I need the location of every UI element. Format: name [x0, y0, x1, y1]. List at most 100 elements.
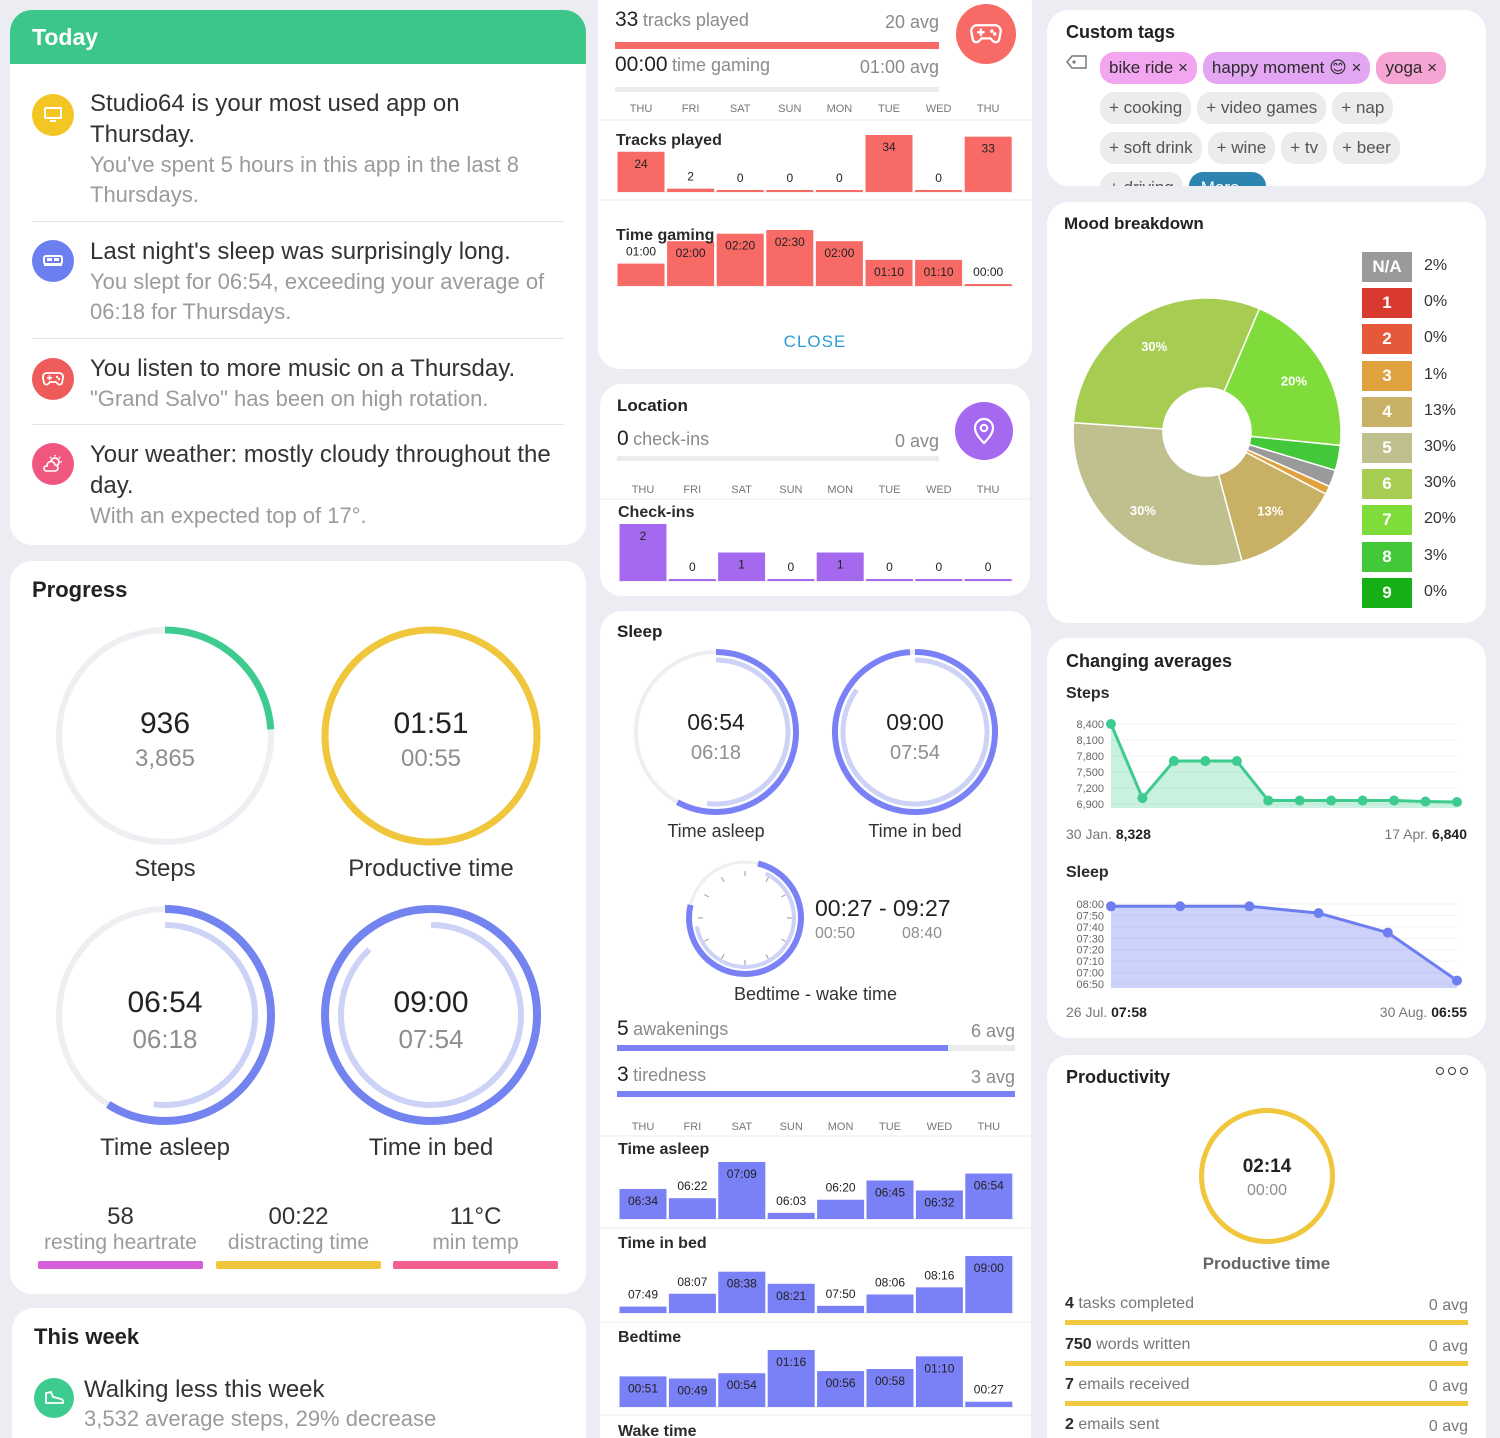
legend-pct: 0% [1424, 293, 1448, 311]
day-label: TUE [879, 1121, 901, 1133]
bar [965, 1401, 1013, 1407]
tag-chip-active[interactable]: bike ride × [1100, 52, 1197, 84]
clock-tick [721, 954, 725, 959]
gamepad-button[interactable] [956, 4, 1016, 64]
legend-swatch: 2 [1362, 324, 1412, 355]
bar-value: 2 [640, 529, 647, 543]
stat-heartrate[interactable]: 58 resting heartrate [38, 1203, 203, 1269]
legend-pct: 30% [1424, 474, 1457, 492]
tag-chip[interactable]: + soft drink [1100, 132, 1202, 164]
ring-value: 09:00 [886, 709, 944, 735]
bar [817, 1371, 865, 1407]
awakenings-num: 5 [617, 1017, 629, 1040]
tag-chip[interactable]: + wine [1207, 132, 1276, 164]
tag-chip[interactable]: + tv [1281, 132, 1328, 164]
data-point [1294, 795, 1305, 806]
stat-temp[interactable]: 11°C min temp [393, 1203, 558, 1269]
gaming-num: 00:00 [615, 53, 668, 76]
shoe-icon [34, 1378, 74, 1418]
sleep-start-date: 26 Jul. [1066, 1004, 1108, 1020]
today-note[interactable]: You listen to more music on a Thursday. … [32, 339, 564, 425]
tick-label: 07:20 [1076, 945, 1104, 957]
day-label: TUE [878, 103, 900, 115]
legend-pct: 0% [1424, 582, 1448, 600]
checkins-bar [617, 456, 939, 461]
awakenings-row[interactable]: 5 awakenings 6 avg [617, 1017, 1015, 1057]
tick-label: 8,400 [1076, 719, 1104, 731]
bar-value: 08:21 [776, 1289, 806, 1303]
dot-icon [1448, 1067, 1456, 1075]
bar [964, 284, 1012, 286]
ring-avg-arc [338, 922, 524, 1108]
tag-chip[interactable]: + beer [1333, 132, 1400, 164]
ring-steps[interactable]: 936 3,865 [75, 707, 255, 773]
sleep-end-val: 06:55 [1431, 1004, 1467, 1020]
ring-avg: 06:18 [690, 742, 742, 764]
tracks-row[interactable]: 33 tracks played 20 avg [615, 8, 939, 49]
sleep-ring-bed[interactable]: 09:00 07:54 [855, 709, 975, 765]
tick-label: 07:10 [1076, 956, 1104, 968]
prod-row-words[interactable]: 750 words written 0 avg [1065, 1336, 1468, 1366]
sleep-end: 30 Aug. 06:55 [1380, 1004, 1467, 1020]
mood-pie: 30% 20% 13% 30% [1072, 297, 1342, 567]
bar-value: 00:51 [628, 1381, 658, 1395]
bar [668, 1293, 716, 1313]
close-button[interactable]: CLOSE [783, 332, 847, 351]
tick-label: 6,900 [1076, 799, 1104, 811]
tag-chip-active[interactable]: yoga × [1376, 52, 1447, 84]
tag-chip[interactable]: + video games [1197, 92, 1327, 124]
ring-value: 01:51 [393, 707, 469, 740]
productive-ring[interactable] [1199, 1108, 1335, 1244]
tag-chip-active[interactable]: happy moment 😊 × [1202, 52, 1371, 84]
today-note[interactable]: Studio64 is your most used app on Thursd… [32, 84, 564, 222]
tag-chip[interactable]: + cooking [1100, 92, 1192, 124]
bar-value: 06:03 [776, 1194, 806, 1208]
prod-row-received[interactable]: 7 emails received 0 avg [1065, 1376, 1468, 1406]
tags-card: Custom tags bike ride × happy moment 😊 × y… [1047, 10, 1486, 186]
checkins-row[interactable]: 0 check-ins 0 avg [617, 427, 939, 461]
steps-end-val: 6,840 [1431, 826, 1467, 842]
today-note[interactable]: Last night's sleep was surprisingly long… [32, 222, 564, 339]
tag-chip[interactable]: + driving [1100, 172, 1183, 186]
stat-distracting[interactable]: 00:22 distracting time [216, 1203, 381, 1269]
asleep-chart-title: Time asleep [618, 1141, 710, 1158]
location-button[interactable] [955, 402, 1013, 460]
tick-label: 07:00 [1076, 968, 1104, 980]
gaming-row[interactable]: 00:00 time gaming 01:00 avg [615, 53, 939, 92]
bar-value: 00:56 [826, 1376, 856, 1390]
bar-value: 06:20 [826, 1181, 856, 1195]
more-menu-button[interactable]: ooo [1436, 1067, 1468, 1075]
awakenings-bar [617, 1045, 948, 1051]
data-point [1168, 756, 1179, 767]
bar-value: 0 [737, 171, 744, 185]
prod-row-sent[interactable]: 2 emails sent 0 avg [1065, 1416, 1468, 1438]
sleep-ring-asleep[interactable]: 06:54 06:18 [656, 709, 776, 765]
clock-range: 00:27 - 09:27 [815, 895, 951, 921]
data-point [1420, 796, 1431, 807]
data-point [1326, 795, 1337, 806]
note-main: Studio64 is your most used app on Thursd… [90, 90, 460, 148]
bar [964, 579, 1012, 581]
day-label: WED [926, 103, 952, 115]
today-note[interactable]: Your weather: mostly cloudy throughout t… [32, 425, 564, 545]
location-pin-icon [973, 417, 995, 445]
clock-label: Bedtime - wake time [733, 984, 898, 1004]
note-main: Last night's sleep was surprisingly long… [90, 238, 511, 265]
ring-asleep[interactable]: 06:54 06:18 [75, 986, 255, 1055]
gaming-label: time gaming [672, 55, 771, 75]
more-tags-button[interactable]: More... [1188, 172, 1266, 186]
prod-row-tasks[interactable]: 4 tasks completed 0 avg [1065, 1295, 1468, 1325]
tag-chip[interactable]: + nap [1332, 92, 1394, 124]
tracks-label: tracks played [642, 10, 749, 30]
legend-swatch: 7 [1362, 505, 1412, 536]
data-point [1106, 719, 1116, 729]
ring-bed[interactable]: 09:00 07:54 [341, 986, 521, 1055]
bar-value: 06:54 [974, 1179, 1004, 1193]
bar-value: 01:10 [924, 1361, 954, 1375]
tiredness-row[interactable]: 3 tiredness 3 avg [617, 1063, 1015, 1103]
ring-productive[interactable]: 01:51 00:55 [341, 707, 521, 773]
gamepad-icon [32, 358, 74, 400]
bar [915, 1356, 963, 1407]
bar [718, 1373, 766, 1407]
